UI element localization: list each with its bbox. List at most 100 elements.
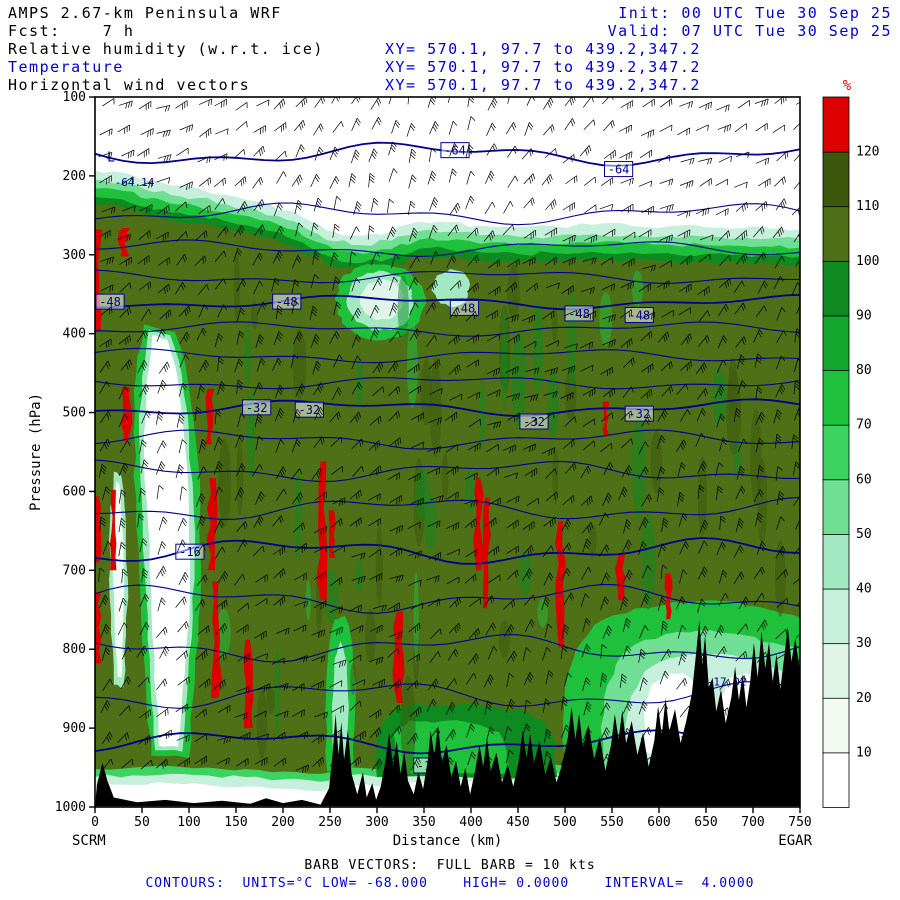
colorbar-tick-label: 10 xyxy=(856,745,872,760)
contour-label: -16 xyxy=(179,545,201,559)
temperature-contours: -64-64-48-48-48-48-48-32-32-32-32-16-12L… xyxy=(95,141,800,774)
x-tick-label: 100 xyxy=(177,815,200,830)
colorbar-tick-label: 20 xyxy=(856,691,872,706)
y-tick-label: 1000 xyxy=(55,800,86,815)
contour-label-box xyxy=(449,299,480,316)
contour-label: -64 xyxy=(444,144,466,158)
x-tick-label: 600 xyxy=(647,815,670,830)
colorbar-segment xyxy=(822,478,850,535)
x-tick-label: 450 xyxy=(506,815,529,830)
field-label-wind: Horizontal wind vectors xyxy=(8,76,251,94)
contour-label: -32 xyxy=(298,403,320,417)
terrain-profile xyxy=(95,620,800,807)
dry-channel-core xyxy=(143,335,191,747)
colorbar-tick-label: 100 xyxy=(856,254,879,269)
colorbar-tick-label: 90 xyxy=(856,308,872,323)
colorbar-segment xyxy=(822,151,850,208)
model-title: AMPS 2.67-km Peninsula WRF xyxy=(8,4,282,22)
x-tick-label: 200 xyxy=(271,815,294,830)
x-tick-label: 50 xyxy=(134,815,150,830)
y-tick-label: 800 xyxy=(63,642,86,657)
colorbar-segment xyxy=(822,260,850,317)
x-tick-label: 0 xyxy=(91,815,99,830)
x-tick-label: 750 xyxy=(788,815,811,830)
barb-vector-legend: BARB VECTORS: FULL BARB = 10 kts xyxy=(304,858,596,873)
xy-range-temperature: XY= 570.1, 97.7 to 439.2,347.2 xyxy=(385,58,701,76)
colorbar-tick-label: 50 xyxy=(856,527,872,542)
y-axis-title: Pressure (hPa) xyxy=(28,393,44,511)
colorbar-tick-label: 30 xyxy=(856,636,872,651)
colorbar-tick-label: 120 xyxy=(856,145,879,160)
endpoint-right-label: EGAR xyxy=(778,833,812,849)
init-time: Init: 00 UTC Tue 30 Sep 25 xyxy=(618,4,892,22)
x-tick-label: 350 xyxy=(412,815,435,830)
x-tick-label: 250 xyxy=(318,815,341,830)
x-tick-label: 650 xyxy=(694,815,717,830)
colorbar-tick-label: 70 xyxy=(856,418,872,433)
colorbar-tick-label: 40 xyxy=(856,582,872,597)
x-axis-title: Distance (km) xyxy=(393,833,503,849)
contour-label: -32 xyxy=(523,415,545,429)
y-tick-label: 900 xyxy=(63,721,86,736)
contour-legend: CONTOURS: UNITS=°C LOW= -68.000 HIGH= 0.… xyxy=(145,876,755,891)
contour-label: -48 xyxy=(568,307,590,321)
extrema-annotation: L xyxy=(107,151,115,166)
endpoint-left-label: SCRM xyxy=(72,833,106,849)
contour-label: -32 xyxy=(628,407,650,421)
contour-label-box xyxy=(175,543,205,560)
xy-range-rh: XY= 570.1, 97.7 to 439.2,347.2 xyxy=(385,40,701,58)
contour-label-box xyxy=(95,293,125,310)
contour-label: -48 xyxy=(99,295,121,309)
field-label-rh: Relative humidity (w.r.t. ice) xyxy=(8,40,324,58)
colorbar-segment xyxy=(822,642,850,699)
colorbar-segment xyxy=(822,533,850,590)
wind-barbs xyxy=(98,97,800,774)
contour-label-box xyxy=(624,405,654,422)
contour-label-box xyxy=(624,307,654,324)
colorbar-segment xyxy=(822,315,850,371)
contour-label-box xyxy=(242,399,272,416)
colorbar-segment xyxy=(822,588,850,645)
plot-frame xyxy=(94,96,801,808)
axes: 0 50 100 150 200 250 300 350 400 450 500 550 600 650 7… xyxy=(28,90,813,849)
second-light-blob xyxy=(431,269,471,308)
y-tick-label: 400 xyxy=(63,327,86,342)
y-tick-label: 700 xyxy=(63,563,86,578)
x-tick-label: 300 xyxy=(365,815,388,830)
contour-label: -32 xyxy=(246,401,268,415)
contour-label-box xyxy=(440,142,470,159)
valid-time: Valid: 07 UTC Tue 30 Sep 25 xyxy=(607,22,892,40)
x-tick-label: 550 xyxy=(600,815,623,830)
x-tick-label: 400 xyxy=(459,815,482,830)
colorbar-tick-label: 60 xyxy=(856,472,872,487)
colorbar-tick-label: 80 xyxy=(856,363,872,378)
contour-label-box xyxy=(603,161,634,178)
colorbar-units-label: % xyxy=(843,78,852,94)
y-tick-label: 200 xyxy=(63,169,86,184)
colorbar-segment xyxy=(822,96,850,153)
colorbar-segment xyxy=(822,751,850,808)
colorbar-segment xyxy=(822,424,850,481)
colorbar-segment xyxy=(822,697,850,754)
x-tick-label: 150 xyxy=(224,815,247,830)
y-tick-label: 500 xyxy=(63,406,86,421)
xy-range-wind: XY= 570.1, 97.7 to 439.2,347.2 xyxy=(385,76,701,94)
contour-label: -48 xyxy=(628,309,650,323)
colorbar-tick-label: 110 xyxy=(856,199,879,214)
colorbar: 10 20 30 40 50 60 70 80 90 100 110 120% xyxy=(822,78,879,808)
y-tick-label: 600 xyxy=(63,484,86,499)
y-tick-label: 100 xyxy=(63,90,86,105)
colorbar-segment xyxy=(822,369,850,426)
x-tick-label: 500 xyxy=(553,815,576,830)
contour-label-box xyxy=(294,401,324,418)
contour-label: -48 xyxy=(276,295,298,309)
y-tick-label: 300 xyxy=(63,248,86,263)
field-label-temperature: Temperature xyxy=(8,58,124,76)
colorbar-segment xyxy=(822,205,850,262)
x-tick-label: 700 xyxy=(741,815,764,830)
contour-label: -64 xyxy=(608,163,630,177)
extrema-annotation: -64.14 xyxy=(115,176,155,189)
forecast-hour: Fcst: 7 h xyxy=(8,22,135,40)
